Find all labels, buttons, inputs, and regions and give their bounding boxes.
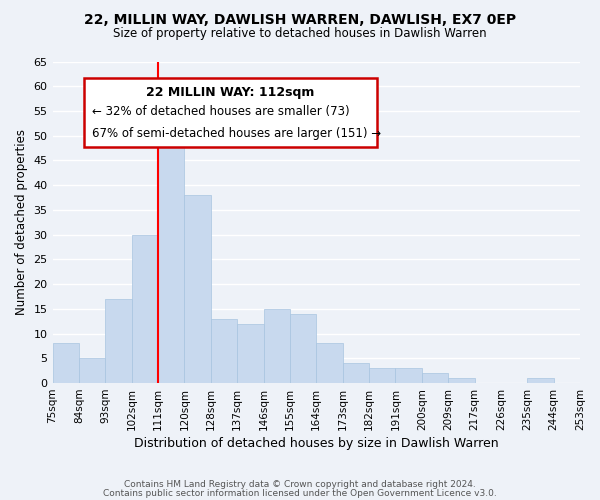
Bar: [448, 378, 475, 383]
Bar: [395, 368, 422, 383]
Bar: [131, 234, 158, 383]
Bar: [53, 344, 79, 383]
FancyBboxPatch shape: [84, 78, 377, 146]
Bar: [369, 368, 395, 383]
Y-axis label: Number of detached properties: Number of detached properties: [15, 130, 28, 316]
Bar: [422, 373, 448, 383]
Text: 22 MILLIN WAY: 112sqm: 22 MILLIN WAY: 112sqm: [146, 86, 315, 98]
X-axis label: Distribution of detached houses by size in Dawlish Warren: Distribution of detached houses by size …: [134, 437, 499, 450]
Text: ← 32% of detached houses are smaller (73): ← 32% of detached houses are smaller (73…: [92, 105, 350, 118]
Text: 67% of semi-detached houses are larger (151) →: 67% of semi-detached houses are larger (…: [92, 128, 381, 140]
Bar: [343, 364, 369, 383]
Bar: [316, 344, 343, 383]
Text: 22, MILLIN WAY, DAWLISH WARREN, DAWLISH, EX7 0EP: 22, MILLIN WAY, DAWLISH WARREN, DAWLISH,…: [84, 12, 516, 26]
Bar: [290, 314, 316, 383]
Bar: [79, 358, 105, 383]
Text: Size of property relative to detached houses in Dawlish Warren: Size of property relative to detached ho…: [113, 28, 487, 40]
Bar: [158, 121, 184, 383]
Bar: [105, 299, 131, 383]
Text: Contains HM Land Registry data © Crown copyright and database right 2024.: Contains HM Land Registry data © Crown c…: [124, 480, 476, 489]
Bar: [263, 309, 290, 383]
Text: Contains public sector information licensed under the Open Government Licence v3: Contains public sector information licen…: [103, 489, 497, 498]
Bar: [211, 319, 237, 383]
Bar: [237, 324, 263, 383]
Bar: [184, 195, 211, 383]
Bar: [527, 378, 554, 383]
